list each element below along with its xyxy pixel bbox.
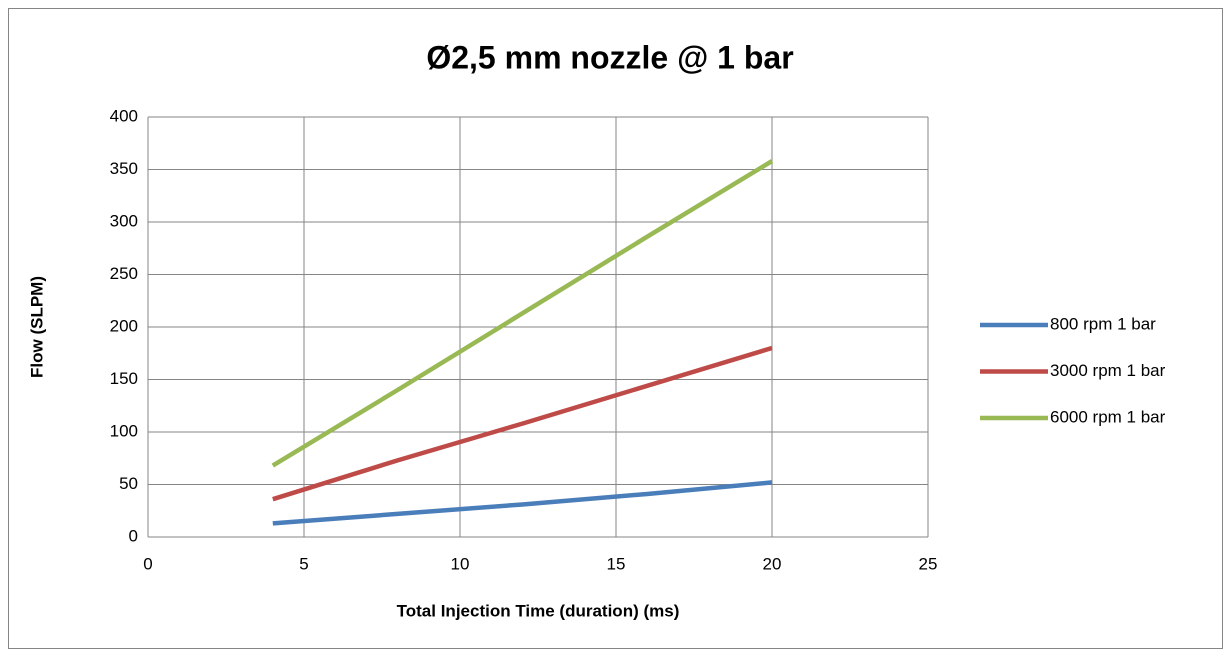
legend-label: 6000 rpm 1 bar (1050, 407, 1166, 426)
y-tick-label: 0 (129, 526, 138, 545)
x-axis-label: Total Injection Time (duration) (ms) (397, 601, 680, 620)
legend-label: 3000 rpm 1 bar (1050, 361, 1166, 380)
y-tick-label: 300 (110, 211, 138, 230)
x-tick-label: 15 (607, 554, 626, 573)
legend-label: 800 rpm 1 bar (1050, 314, 1156, 333)
x-tick-label: 0 (143, 554, 152, 573)
y-tick-label: 150 (110, 369, 138, 388)
y-tick-label: 350 (110, 159, 138, 178)
series-line (272, 345, 773, 502)
x-tick-label: 5 (299, 554, 308, 573)
chart-title: Ø2,5 mm nozzle @ 1 bar (426, 39, 793, 75)
series-line (271, 159, 774, 468)
x-tick-label: 10 (451, 554, 470, 573)
y-tick-label: 250 (110, 264, 138, 283)
y-tick-label: 100 (110, 421, 138, 440)
series-line (272, 480, 773, 526)
x-tick-label: 25 (919, 554, 938, 573)
y-tick-label: 200 (110, 316, 138, 335)
y-axis-label: Flow (SLPM) (27, 276, 46, 378)
x-tick-label: 20 (763, 554, 782, 573)
y-tick-label: 50 (119, 474, 138, 493)
y-tick-label: 400 (110, 106, 138, 125)
